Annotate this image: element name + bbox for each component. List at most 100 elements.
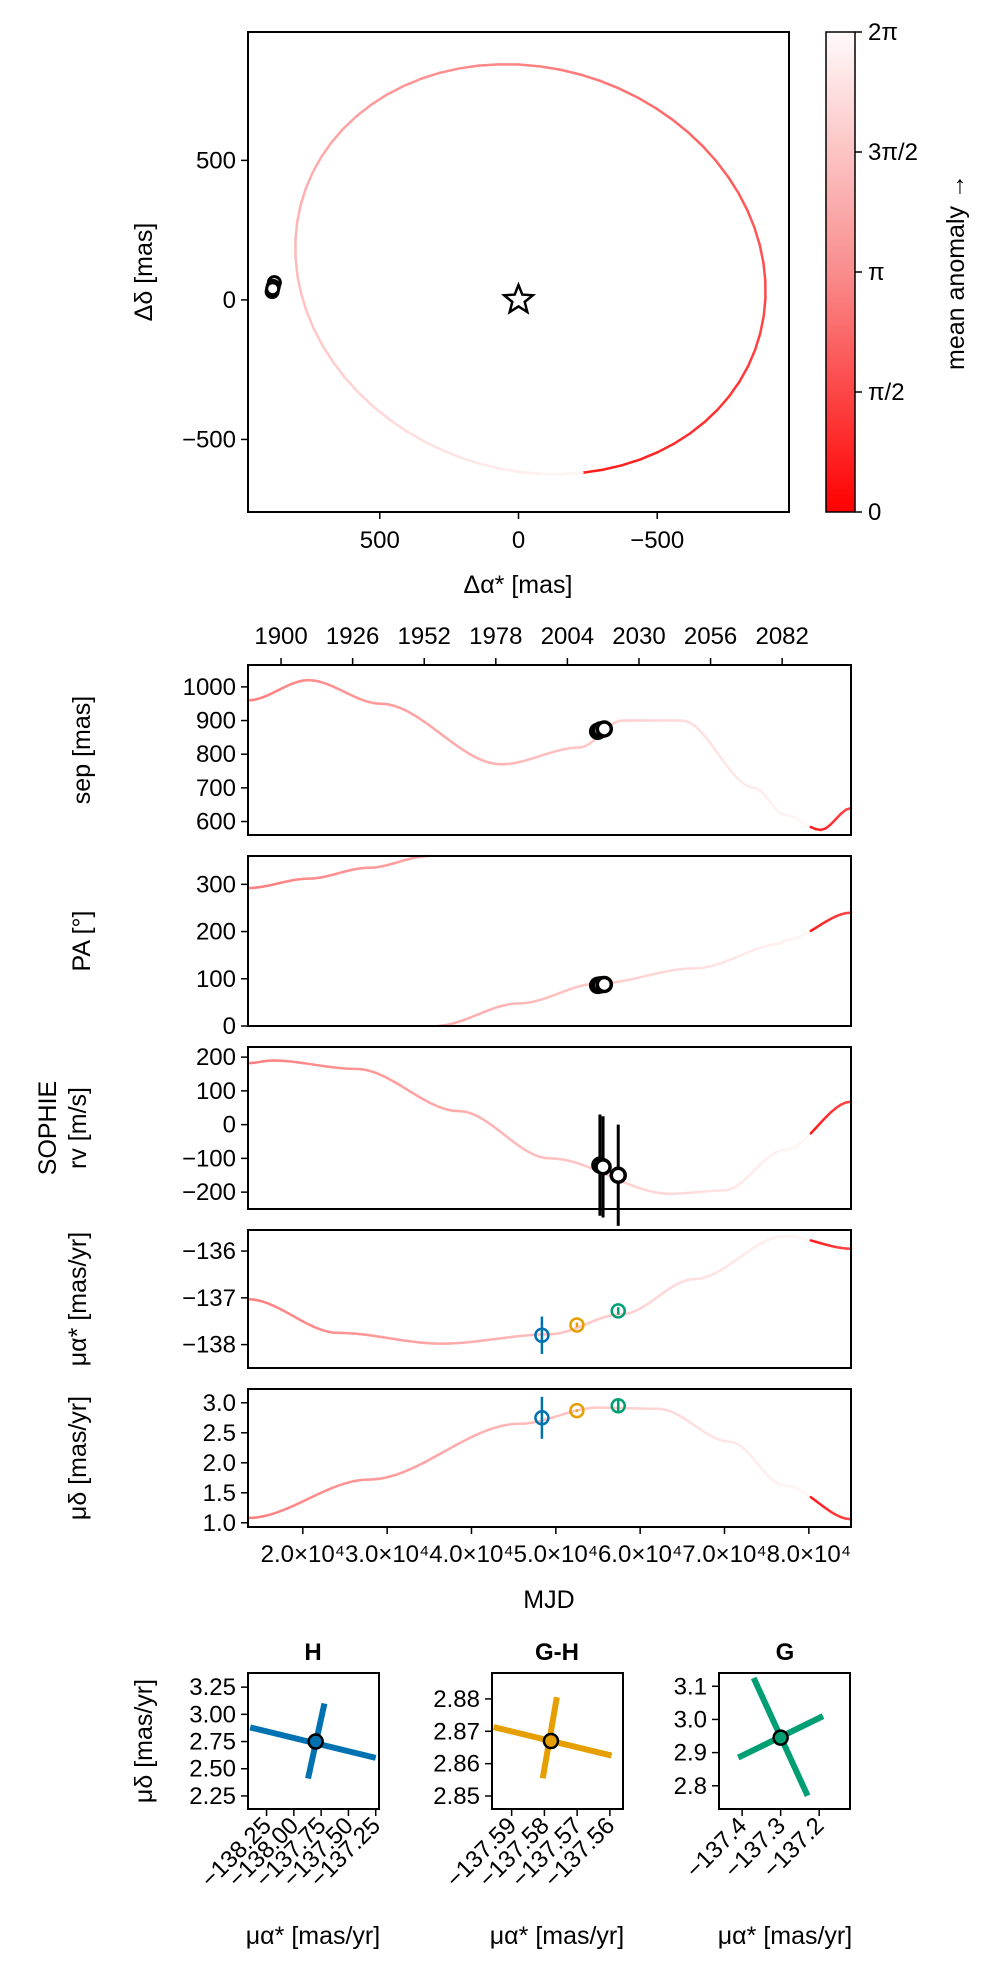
sky-orbit-segment [618,87,640,99]
sky-orbit-segment [561,471,584,476]
sky-xlabel: Δα* [mas] [464,571,573,599]
sky-orbit-segment [654,106,674,122]
sky-orbit-segment [386,417,407,432]
H-ytick-label: 3.00 [189,1701,236,1728]
GH-ytick-label: 2.86 [433,1751,480,1778]
pmra-observation-point [569,1317,585,1333]
year-tick-label: 2030 [612,623,665,650]
pmra-observation-point [534,1327,550,1344]
sky-orbit-segment [620,458,642,467]
sky-orbit-segment [762,261,767,282]
sky-observation-point [265,281,281,297]
sky-orbit-segment [758,243,765,265]
pmdec-ytick-label: 1.0 [203,1510,236,1537]
sky-orbit-series [294,63,767,476]
sky-orbit-segment [578,73,602,83]
sky-orbit-segment [320,141,333,159]
sep-ytick-label: 700 [196,775,236,802]
pa-ytick-label: 200 [196,919,236,946]
mjd-xtick-label: 6.0×10⁴ [598,1541,682,1568]
pmdec-ylabel: μδ [mas/yr] [64,1396,92,1520]
sep-ytick-label: 900 [196,708,236,735]
sky-orbit-segment [304,171,314,190]
G-bars [736,1676,825,1797]
sky-ytick-label: 0 [223,287,236,314]
pmdec-ytick-label: 3.0 [203,1390,236,1417]
G-ytick-label: 3.0 [674,1706,707,1733]
sky-orbit-segment [499,467,523,474]
sep-observation-point [595,720,614,738]
sky-orbit-segment [687,131,705,148]
sky-orbit-segment [312,327,324,347]
GH-axis-ticks: 2.852.862.872.88−137.59−137.58−137.57−13… [433,1686,620,1893]
GH-ytick-label: 2.87 [433,1718,480,1745]
pmdec-orbit-segment [759,1466,767,1475]
year-tick-label: 1926 [326,623,379,650]
pmdec-orbit-series [246,1406,853,1521]
colorbar-gradient [825,31,856,513]
pmdec-ytick-label: 1.5 [203,1480,236,1507]
sep-orbit-segment [714,748,722,759]
colorbar-ticks: 0 π/2 π 3π/2 2π [855,19,918,526]
pa-frame [247,855,852,1027]
sky-orbit-segment [479,462,503,471]
pa-ytick-label: 100 [196,966,236,993]
rv-observation-point [594,1158,612,1176]
sky-orbit-segment [321,344,334,363]
pa-observation-point [595,975,614,994]
colorbar-tick-label: π/2 [868,379,905,406]
GH-ytick-label: 2.88 [433,1686,480,1713]
year-tick-label: 2082 [755,623,808,650]
sky-orbit-segment [294,221,299,242]
sky-orbit-segment [330,127,345,144]
H-ylabel: μδ [mas/yr] [130,1679,158,1803]
sky-orbit-segment [520,470,544,476]
mjd-xtick-label: 5.0×10⁴ [514,1541,598,1568]
sky-orbit-segment [421,439,443,452]
pmra-orbit-series [246,1234,853,1345]
pmdec-axis-ticks: 1.0 1.5 2.0 2.5 3.0 2.0×10⁴ 3.0×10⁴ 4.0×10⁴ 5.0×… [203,1390,851,1568]
colorbar: 0 π/2 π 3π/2 2π mean anomaly → [825,19,970,526]
sep-orbit-series [246,678,853,832]
sky-orbit-segment [341,115,358,131]
pa-plot: 0 100 200 300 PA [°] [68,854,853,1040]
sky-orbit-segment [716,394,731,411]
sky-orbit-segment [737,191,749,212]
sky-orbit-segment [671,118,690,134]
H-title: H [304,1639,321,1666]
pmra-ytick-label: −136 [182,1238,236,1265]
sep-orbit-segment [764,794,772,804]
sky-orbit-segment [715,159,730,179]
pmra-axis-ticks: −138 −137 −136 [182,1238,248,1359]
pa-ytick-label: 300 [196,871,236,898]
sep-orbit-segment [699,729,707,739]
sky-axis-ticks: 500 0 −500 −500 0 500 [182,147,684,554]
sky-orbit-segment [638,450,660,461]
G-ytick-label: 2.8 [674,1773,707,1800]
sep-frame [247,664,852,836]
mjd-xtick-label: 2.0×10⁴ [261,1541,345,1568]
sep-ylabel: sep [mas] [68,696,96,804]
sky-orbit-segment [419,71,441,81]
rv-ytick-label: −200 [182,1179,236,1206]
pmdec-observation-point [569,1402,585,1419]
sky-orbit-segment [753,226,762,247]
pmra-frame [247,1229,852,1369]
year-tick-label: 2056 [684,623,737,650]
rv-plot: −200 −100 0 100 200 SOPHIE rv [m/s] [34,1044,853,1226]
H-axis-ticks: 2.252.502.753.003.25−138.25−138.00−137.7… [189,1674,386,1893]
sky-orbit-segment [403,429,425,442]
sep-orbit-segment [719,755,727,766]
H-ytick-label: 2.25 [189,1783,236,1810]
rv-ylabel-line2: rv [m/s] [64,1087,92,1169]
pa-ytick-label: 0 [223,1013,236,1040]
rv-observation-point [609,1166,627,1184]
G-ytick-label: 2.9 [674,1740,707,1767]
mjd-xtick-label: 7.0×10⁴ [682,1541,766,1568]
sep-orbit-segment [729,769,737,778]
sky-orbit-segment [745,208,756,229]
pmdec-observation-point [610,1398,626,1414]
mjd-xlabel: MJD [523,1586,574,1614]
sky-orbit-segment [688,420,706,435]
